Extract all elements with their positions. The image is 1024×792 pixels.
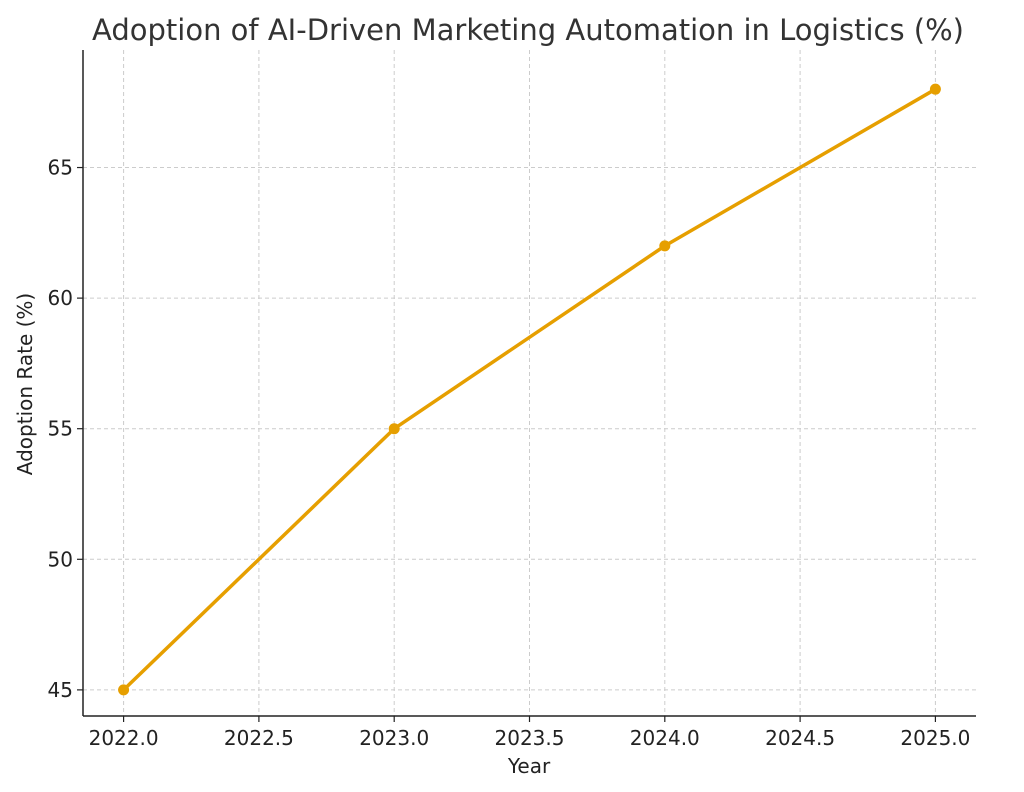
x-tick-label: 2023.0	[359, 726, 429, 750]
y-tick-label: 60	[48, 286, 73, 310]
y-tick-label: 65	[48, 156, 73, 180]
x-tick-label: 2025.0	[900, 726, 970, 750]
x-tick-label: 2023.5	[495, 726, 565, 750]
y-tick-label: 55	[48, 417, 73, 441]
data-point	[929, 83, 941, 95]
series-layer	[118, 83, 941, 696]
x-axis-label: Year	[507, 754, 551, 778]
data-point	[388, 423, 400, 435]
chart-title: Adoption of AI-Driven Marketing Automati…	[92, 13, 964, 47]
data-point	[118, 684, 130, 696]
y-tick-label: 45	[48, 678, 73, 702]
y-tick-label: 50	[48, 547, 73, 571]
y-axis-label: Adoption Rate (%)	[13, 293, 37, 475]
data-point	[659, 240, 671, 252]
ticks-layer: 2022.0 2022.5 2023.0 2023.5 2024.0 2024.5 2025…	[48, 156, 971, 750]
series-line	[121, 87, 938, 692]
x-tick-label: 2022.0	[89, 726, 159, 750]
grid-layer	[83, 50, 976, 716]
x-tick-label: 2024.5	[765, 726, 835, 750]
x-tick-label: 2024.0	[630, 726, 700, 750]
x-tick-label: 2022.5	[224, 726, 294, 750]
